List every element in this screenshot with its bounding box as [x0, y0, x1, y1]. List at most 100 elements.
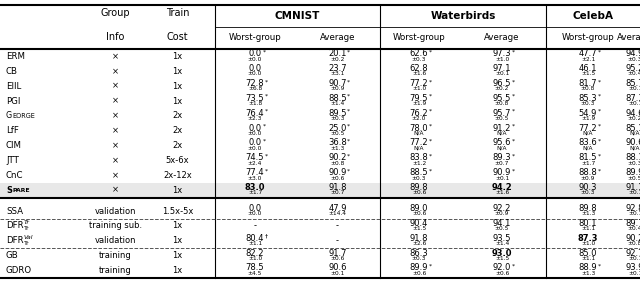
Text: 85.0: 85.0	[579, 248, 597, 258]
Text: ±1.5: ±1.5	[581, 72, 595, 76]
Text: 1x: 1x	[172, 97, 182, 106]
Text: 1x: 1x	[172, 52, 182, 61]
Text: Average: Average	[320, 33, 355, 42]
Text: 0.0: 0.0	[248, 124, 262, 133]
Text: ±0.1: ±0.1	[495, 72, 509, 76]
Text: 90.6: 90.6	[328, 263, 347, 273]
Text: ×: ×	[112, 141, 119, 150]
Text: 76.2: 76.2	[410, 109, 428, 118]
Text: 85.3: 85.3	[579, 94, 597, 103]
Text: ±0.1: ±0.1	[628, 86, 640, 91]
Text: *: *	[598, 153, 601, 158]
Text: 46.1: 46.1	[579, 64, 597, 73]
Text: 77.2: 77.2	[579, 124, 597, 133]
Text: N/A: N/A	[497, 146, 508, 151]
Text: 83.0: 83.0	[244, 183, 265, 192]
Text: -: -	[336, 236, 339, 245]
Text: *: *	[598, 263, 601, 269]
Text: 62.6: 62.6	[410, 49, 428, 58]
Text: *: *	[348, 168, 351, 173]
Text: ±1.5: ±1.5	[412, 226, 426, 231]
Text: ±2.1: ±2.1	[581, 57, 595, 62]
Text: 83.8: 83.8	[410, 153, 428, 162]
Text: 94.9: 94.9	[626, 49, 640, 58]
Text: 88.8: 88.8	[579, 168, 597, 177]
Text: *: *	[598, 49, 601, 54]
Text: ±1.3: ±1.3	[581, 211, 595, 216]
Text: *: *	[348, 153, 351, 158]
Text: *: *	[512, 168, 515, 173]
Text: CB: CB	[6, 67, 18, 76]
Text: ±6.8: ±6.8	[248, 86, 262, 91]
Text: ±1.3: ±1.3	[581, 271, 595, 276]
Text: ±0.8: ±0.8	[330, 161, 345, 166]
Text: 92.0: 92.0	[493, 263, 511, 273]
Text: ±14.4: ±14.4	[328, 211, 346, 216]
Text: Tr: Tr	[24, 241, 29, 246]
Text: ±0.1: ±0.1	[495, 175, 509, 181]
Text: 92.7: 92.7	[626, 248, 640, 258]
Text: *: *	[429, 153, 432, 158]
Text: 90.2: 90.2	[328, 153, 347, 162]
Text: 85.7: 85.7	[626, 79, 640, 88]
Text: *: *	[262, 139, 266, 143]
Text: 89.5: 89.5	[328, 109, 347, 118]
Text: ×: ×	[112, 52, 119, 61]
Text: PGI: PGI	[6, 97, 20, 106]
Text: validation: validation	[95, 236, 136, 245]
Text: Worst-group: Worst-group	[228, 33, 282, 42]
Text: 89.0: 89.0	[410, 204, 428, 213]
Text: *: *	[598, 79, 601, 84]
Text: 90.9: 90.9	[493, 168, 511, 177]
Bar	[0, 183, 640, 198]
Text: 89.3: 89.3	[493, 153, 511, 162]
Text: ±0.0: ±0.0	[248, 211, 262, 216]
Text: 86.3: 86.3	[410, 248, 428, 258]
Text: ±1.4: ±1.4	[495, 241, 509, 246]
Text: 97.1: 97.1	[493, 64, 511, 73]
Text: *: *	[429, 124, 432, 129]
Text: 54.9: 54.9	[579, 109, 597, 118]
Text: ±0.3: ±0.3	[412, 57, 426, 62]
Text: 88.9: 88.9	[579, 263, 597, 273]
Text: *: *	[512, 139, 515, 143]
Text: ±0.1: ±0.1	[628, 190, 640, 196]
Text: N/A: N/A	[630, 131, 640, 136]
Text: *: *	[429, 139, 432, 143]
Text: ±0.6: ±0.6	[495, 271, 509, 276]
Text: 87.3: 87.3	[626, 94, 640, 103]
Text: 1x: 1x	[172, 251, 182, 260]
Text: training: training	[99, 251, 132, 260]
Text: 0.0: 0.0	[248, 138, 262, 147]
Text: ±0.2: ±0.2	[628, 116, 640, 121]
Text: 97.3: 97.3	[493, 49, 511, 58]
Text: 78.0: 78.0	[410, 124, 428, 133]
Text: ±0.8: ±0.8	[628, 241, 640, 246]
Text: ±1.4: ±1.4	[330, 101, 344, 106]
Text: ±1.9: ±1.9	[581, 116, 595, 121]
Text: 1x: 1x	[172, 186, 182, 195]
Text: LfF: LfF	[6, 126, 19, 135]
Text: ±4.5: ±4.5	[248, 271, 262, 276]
Text: 91.1: 91.1	[626, 183, 640, 192]
Text: ±1.0: ±1.0	[412, 86, 426, 91]
Text: 2x: 2x	[172, 126, 182, 135]
Text: *: *	[348, 94, 351, 99]
Text: ERM: ERM	[6, 52, 25, 61]
Text: ±0.3: ±0.3	[581, 190, 595, 196]
Text: -: -	[336, 222, 339, 230]
Text: 95.2: 95.2	[626, 64, 640, 73]
Text: 1x: 1x	[172, 236, 182, 245]
Text: 1x: 1x	[172, 82, 182, 91]
Text: ±0.2: ±0.2	[330, 57, 345, 62]
Text: CIM: CIM	[6, 141, 22, 150]
Text: 1.5x-5x: 1.5x-5x	[162, 207, 193, 216]
Text: ±1.6: ±1.6	[412, 72, 426, 76]
Text: *: *	[348, 124, 351, 129]
Text: 93.9: 93.9	[626, 263, 640, 273]
Text: Waterbirds: Waterbirds	[430, 11, 496, 21]
Text: N/A: N/A	[497, 131, 508, 136]
Text: 23.7: 23.7	[328, 64, 347, 73]
Text: ±0.2: ±0.2	[495, 86, 509, 91]
Text: *: *	[429, 79, 432, 84]
